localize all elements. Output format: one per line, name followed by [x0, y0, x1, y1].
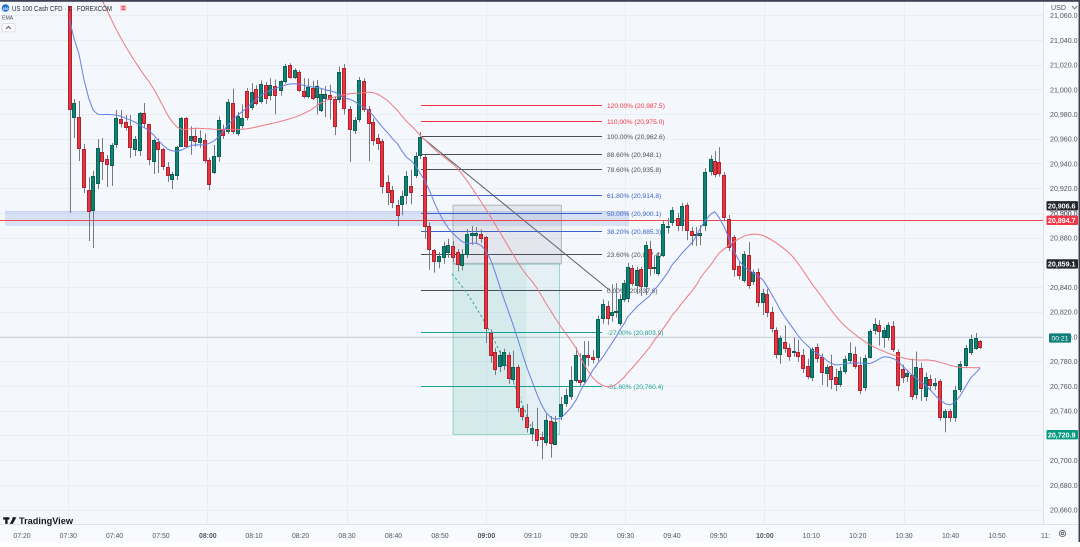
- svg-text:20,840.0: 20,840.0: [1050, 284, 1078, 292]
- svg-text:20,740.0: 20,740.0: [1050, 408, 1078, 416]
- svg-text:110.00% (20,975.0): 110.00% (20,975.0): [607, 119, 664, 126]
- svg-text:08:00: 08:00: [199, 533, 217, 540]
- svg-text:09:50: 09:50: [710, 533, 727, 540]
- svg-text:38.20% (20,885.3): 38.20% (20,885.3): [607, 229, 661, 236]
- svg-text:100.00% (20,962.6): 100.00% (20,962.6): [607, 134, 665, 141]
- svg-text:88.60% (20,948.1): 88.60% (20,948.1): [607, 152, 661, 159]
- svg-text:08:40: 08:40: [385, 533, 402, 540]
- svg-text:10:50: 10:50: [988, 533, 1005, 540]
- svg-text:09:30: 09:30: [617, 533, 634, 540]
- svg-text:20,960.0: 20,960.0: [1050, 136, 1078, 144]
- svg-text:20,880.0: 20,880.0: [1050, 235, 1078, 243]
- svg-text:50.00% (20,900.1): 50.00% (20,900.1): [607, 211, 661, 218]
- svg-text:08:50: 08:50: [431, 533, 448, 540]
- svg-text:07:20: 07:20: [13, 533, 30, 540]
- svg-text:08:20: 08:20: [292, 533, 309, 540]
- svg-text:07:50: 07:50: [152, 533, 169, 540]
- svg-text:78.60% (20,935.8): 78.60% (20,935.8): [607, 167, 661, 174]
- svg-text:-27.00% (20,803.9): -27.00% (20,803.9): [607, 330, 663, 337]
- svg-text:10:40: 10:40: [942, 533, 959, 540]
- svg-text:20,894.7: 20,894.7: [1048, 217, 1076, 225]
- svg-text:20,940.0: 20,940.0: [1050, 160, 1078, 168]
- svg-text:EMA: EMA: [2, 16, 14, 22]
- svg-text:21,020.0: 21,020.0: [1050, 62, 1078, 70]
- svg-text:20,660.0: 20,660.0: [1050, 507, 1078, 515]
- svg-text:11:: 11:: [1041, 533, 1050, 540]
- svg-text:61.80% (20,914.8): 61.80% (20,914.8): [607, 193, 661, 200]
- svg-text:10:30: 10:30: [895, 533, 912, 540]
- svg-text:10:00: 10:00: [756, 533, 774, 540]
- svg-text:20,920.0: 20,920.0: [1050, 185, 1078, 193]
- svg-text:10:20: 10:20: [849, 533, 866, 540]
- svg-text:21,040.0: 21,040.0: [1050, 37, 1078, 45]
- svg-text:08:10: 08:10: [245, 533, 262, 540]
- svg-text:USD: USD: [1051, 4, 1066, 12]
- svg-text:20,820.0: 20,820.0: [1050, 309, 1078, 317]
- svg-text:20,859.1: 20,859.1: [1048, 261, 1076, 269]
- svg-text:TradingView: TradingView: [19, 516, 74, 526]
- svg-text:07:40: 07:40: [106, 533, 123, 540]
- svg-text:20,780.0: 20,780.0: [1050, 358, 1078, 366]
- svg-text:09:20: 09:20: [570, 533, 587, 540]
- svg-text:20,760.0: 20,760.0: [1050, 383, 1078, 391]
- svg-text:20,680.0: 20,680.0: [1050, 482, 1078, 490]
- svg-text:20,980.0: 20,980.0: [1050, 111, 1078, 119]
- svg-text:0.00% (20,837.6): 0.00% (20,837.6): [607, 288, 658, 295]
- svg-text:07:30: 07:30: [60, 533, 77, 540]
- svg-text:10:10: 10:10: [803, 533, 820, 540]
- svg-text:09:10: 09:10: [524, 533, 541, 540]
- svg-text:US 100 Cash CFD · 1 · FOREXCOM: US 100 Cash CFD · 1 · FOREXCOM: [12, 4, 112, 13]
- svg-text:21,060.0: 21,060.0: [1050, 12, 1078, 20]
- svg-text:20,720.9: 20,720.9: [1048, 431, 1076, 439]
- svg-text:09:00: 09:00: [478, 533, 496, 540]
- svg-text:120.00% (20,987.5): 120.00% (20,987.5): [607, 103, 665, 110]
- svg-text:100: 100: [3, 7, 9, 11]
- svg-text:09:40: 09:40: [663, 533, 680, 540]
- svg-text:08:30: 08:30: [338, 533, 355, 540]
- svg-text:23.60% (20,867.4): 23.60% (20,867.4): [607, 252, 661, 259]
- svg-text:21,000.0: 21,000.0: [1050, 86, 1078, 94]
- svg-text:20,700.0: 20,700.0: [1050, 457, 1078, 465]
- svg-text:00:21: 00:21: [1051, 335, 1068, 342]
